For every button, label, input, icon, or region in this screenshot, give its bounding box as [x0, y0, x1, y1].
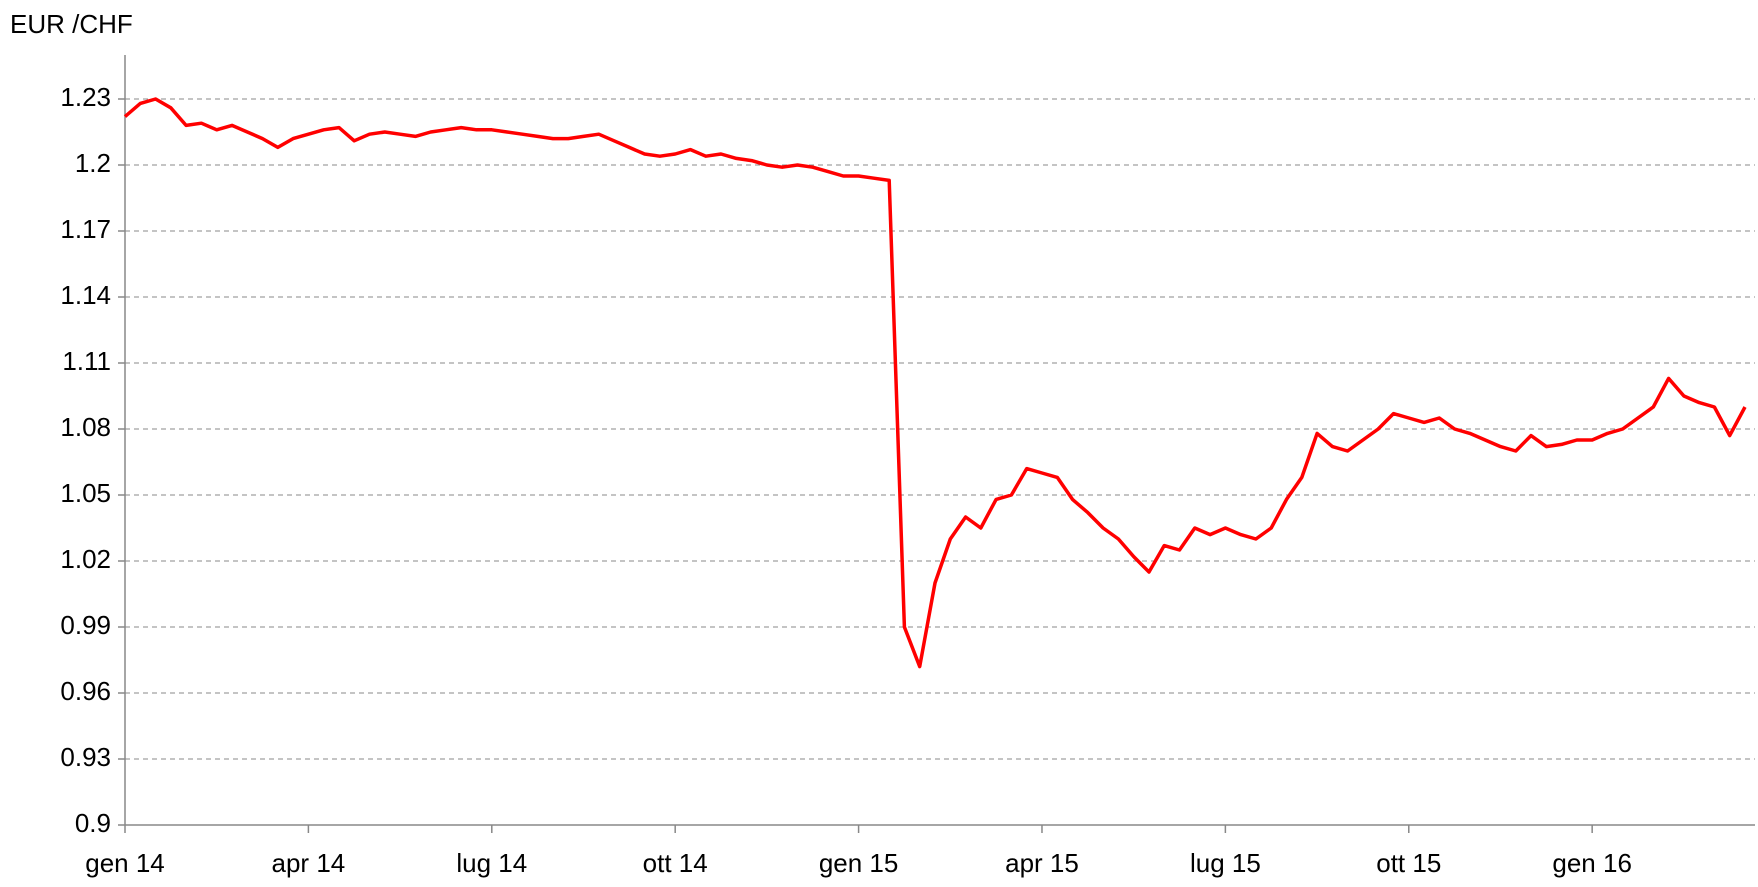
y-tick-label: 0.96: [60, 676, 111, 706]
x-tick-label: lug 14: [456, 848, 527, 878]
x-tick-label: apr 15: [1005, 848, 1079, 878]
y-tick-label: 0.9: [75, 808, 111, 838]
y-tick-label: 1.05: [60, 478, 111, 508]
x-tick-label: ott 14: [643, 848, 708, 878]
x-tick-label: gen 16: [1552, 848, 1632, 878]
chart-title: EUR /CHF: [10, 9, 133, 39]
y-tick-label: 0.99: [60, 610, 111, 640]
line-series: [123, 97, 1747, 669]
x-tick-label: gen 15: [819, 848, 899, 878]
y-tick-label: 1.23: [60, 82, 111, 112]
y-tick-label: 1.14: [60, 280, 111, 310]
y-tick-label: 1.17: [60, 214, 111, 244]
y-tick-label: 0.93: [60, 742, 111, 772]
y-tick-label: 1.02: [60, 544, 111, 574]
y-tick-label: 1.08: [60, 412, 111, 442]
x-tick-label: gen 14: [85, 848, 165, 878]
x-tick-label: ott 15: [1376, 848, 1441, 878]
x-tick-label: apr 14: [272, 848, 346, 878]
y-tick-label: 1.11: [62, 346, 111, 376]
x-tick-label: lug 15: [1190, 848, 1261, 878]
y-tick-label: 1.2: [75, 148, 111, 178]
